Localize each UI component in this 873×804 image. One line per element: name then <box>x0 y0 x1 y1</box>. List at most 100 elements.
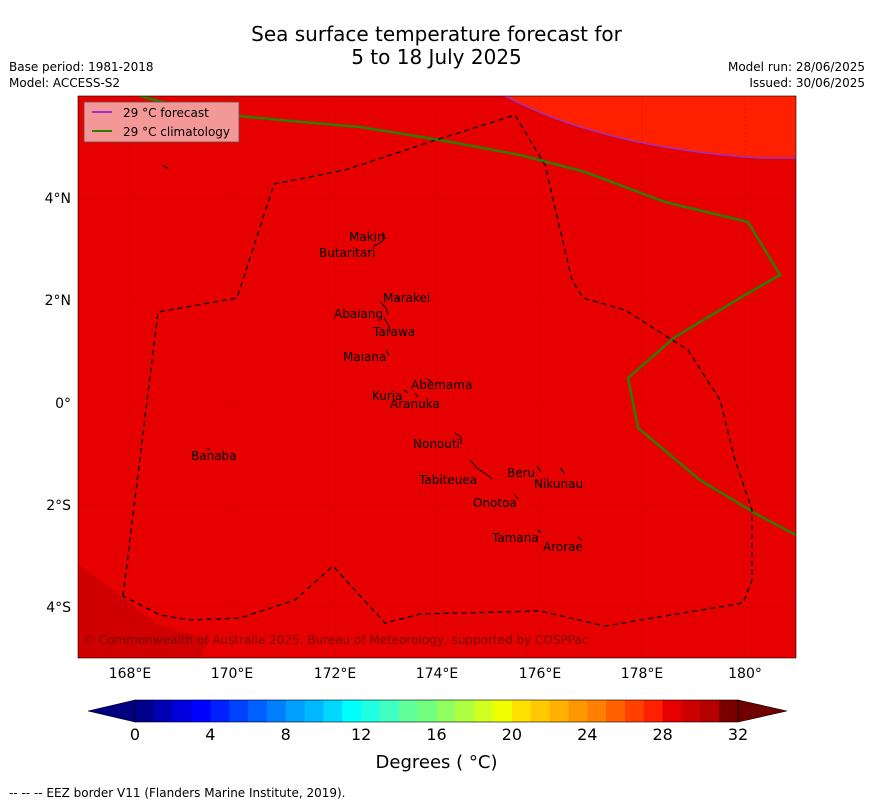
colorbar-tick-label: 16 <box>426 725 447 744</box>
longitude-tick-labels: 168°E 170°E 172°E 174°E 176°E 178°E 180° <box>109 666 762 682</box>
map-frame <box>77 95 797 659</box>
colorbar-tick-label: 28 <box>652 725 673 744</box>
issued-date: Issued: 30/06/2025 <box>749 76 865 90</box>
colorbar-under-arrow <box>87 699 136 723</box>
eez-footnote: -- -- -- EEZ border V11 (Flanders Marine… <box>9 786 346 800</box>
colorbar-segment <box>493 700 513 722</box>
colorbar-segment <box>568 700 588 722</box>
colorbar-segment <box>530 700 551 722</box>
island-label: Aranuka <box>390 397 440 411</box>
colorbar-tick-label: 8 <box>280 725 291 744</box>
colorbar-segment <box>474 700 494 722</box>
temperature-colorbar <box>87 699 788 723</box>
latitude-tick-label: 2°S <box>46 498 71 514</box>
latitude-tick-label: 2°N <box>45 293 71 309</box>
island-outlines <box>162 165 583 542</box>
colorbar-segment <box>417 700 437 722</box>
colorbar-segment <box>285 700 306 722</box>
island-label: Banaba <box>191 449 237 463</box>
colorbar-segment <box>681 700 701 722</box>
longitude-tick-label: 178°E <box>621 666 664 682</box>
forecast-29c-contour <box>504 96 796 159</box>
colorbar-segment <box>719 700 739 722</box>
legend-box <box>83 101 240 143</box>
model-name: Model: ACCESS-S2 <box>9 76 121 90</box>
colorbar-segment <box>606 700 626 722</box>
colorbar-tick-label: 0 <box>129 725 141 744</box>
colorbar-segment <box>662 700 682 722</box>
colorbar-tick-label: 4 <box>205 725 216 744</box>
island-label: Tabiteuea <box>418 473 477 487</box>
colorbar-segment <box>511 700 532 722</box>
longitude-tick-label: 174°E <box>416 666 459 682</box>
latitude-tick-label: 4°N <box>45 191 71 207</box>
latitude-tick-label: 0° <box>55 396 71 412</box>
colorbar-segment <box>153 700 174 722</box>
sst-fill-warmer-region <box>505 96 796 158</box>
colorbar-frame <box>134 699 739 723</box>
island-label: Makin <box>349 230 385 244</box>
title-line-2: 5 to 18 July 2025 <box>351 45 522 69</box>
latitude-tick-label: 4°S <box>46 600 71 616</box>
eez-border <box>122 114 753 627</box>
island-label: Beru <box>507 466 535 480</box>
island-label: Butaritari <box>319 246 376 260</box>
island-label: Nonouti <box>413 437 460 451</box>
colorbar-segment <box>135 700 155 722</box>
colorbar-segment <box>361 700 381 722</box>
colorbar-tick-label: 20 <box>501 725 523 744</box>
island-label: Tarawa <box>372 325 415 339</box>
colorbar-tick-label: 32 <box>727 725 749 744</box>
colorbar-label: Degrees ( °C) <box>375 752 498 773</box>
latitude-tick-labels: 4°N 2°N 0° 2°S 4°S <box>45 191 72 616</box>
island-label: Kuria <box>372 389 403 403</box>
longitude-tick-label: 168°E <box>109 666 152 682</box>
base-period: Base period: 1981-2018 <box>9 60 154 74</box>
colorbar-segment <box>323 700 343 722</box>
colorbar-segment <box>587 700 607 722</box>
map-legend: 29 °C forecast 29 °C climatology <box>83 101 240 143</box>
colorbar-segment <box>229 700 249 722</box>
copyright-notice: © Commonwealth of Australia 2025, Bureau… <box>83 633 588 647</box>
colorbar-segment <box>624 700 645 722</box>
colorbar-segment <box>436 700 456 722</box>
colorbar-segment <box>210 700 230 722</box>
colorbar-segment <box>700 700 720 722</box>
colorbar-over-arrow <box>737 699 788 723</box>
colorbar-segment <box>248 700 268 722</box>
colorbar-segment <box>379 700 400 722</box>
colorbar-segment <box>643 700 664 722</box>
island-label: Arorae <box>543 540 583 554</box>
model-run: Model run: 28/06/2025 <box>727 60 865 74</box>
island-label: Tamana <box>491 531 539 545</box>
longitude-tick-label: 180° <box>728 666 762 682</box>
climatology-29c-contour <box>139 96 796 537</box>
island-label: Maiana <box>343 350 386 364</box>
colorbar-segment <box>455 700 475 722</box>
colorbar-segment <box>172 700 193 722</box>
legend-climatology-label: 29 °C climatology <box>123 125 230 139</box>
legend-forecast-label: 29 °C forecast <box>123 106 209 120</box>
island-label: Abemama <box>411 378 472 392</box>
colorbar-segment <box>304 700 324 722</box>
map-gridlines <box>78 96 796 658</box>
longitude-tick-label: 170°E <box>211 666 254 682</box>
island-label: Nikunau <box>534 477 583 491</box>
colorbar-segment <box>398 700 419 722</box>
colorbar-segment <box>342 700 362 722</box>
longitude-tick-label: 176°E <box>519 666 562 682</box>
colorbar-segment <box>266 700 287 722</box>
title-line-1: Sea surface temperature forecast for <box>251 22 622 46</box>
sst-fill-cooler-region <box>78 565 210 658</box>
colorbar-segment <box>191 700 211 722</box>
colorbar-segment <box>549 700 569 722</box>
colorbar-tick-label: 24 <box>577 725 598 744</box>
colorbar-tick-label: 12 <box>350 725 372 744</box>
island-label: Abaiang <box>334 307 383 321</box>
island-label: Onotoa <box>473 496 517 510</box>
island-label: Marakei <box>383 291 430 305</box>
longitude-tick-label: 172°E <box>314 666 357 682</box>
